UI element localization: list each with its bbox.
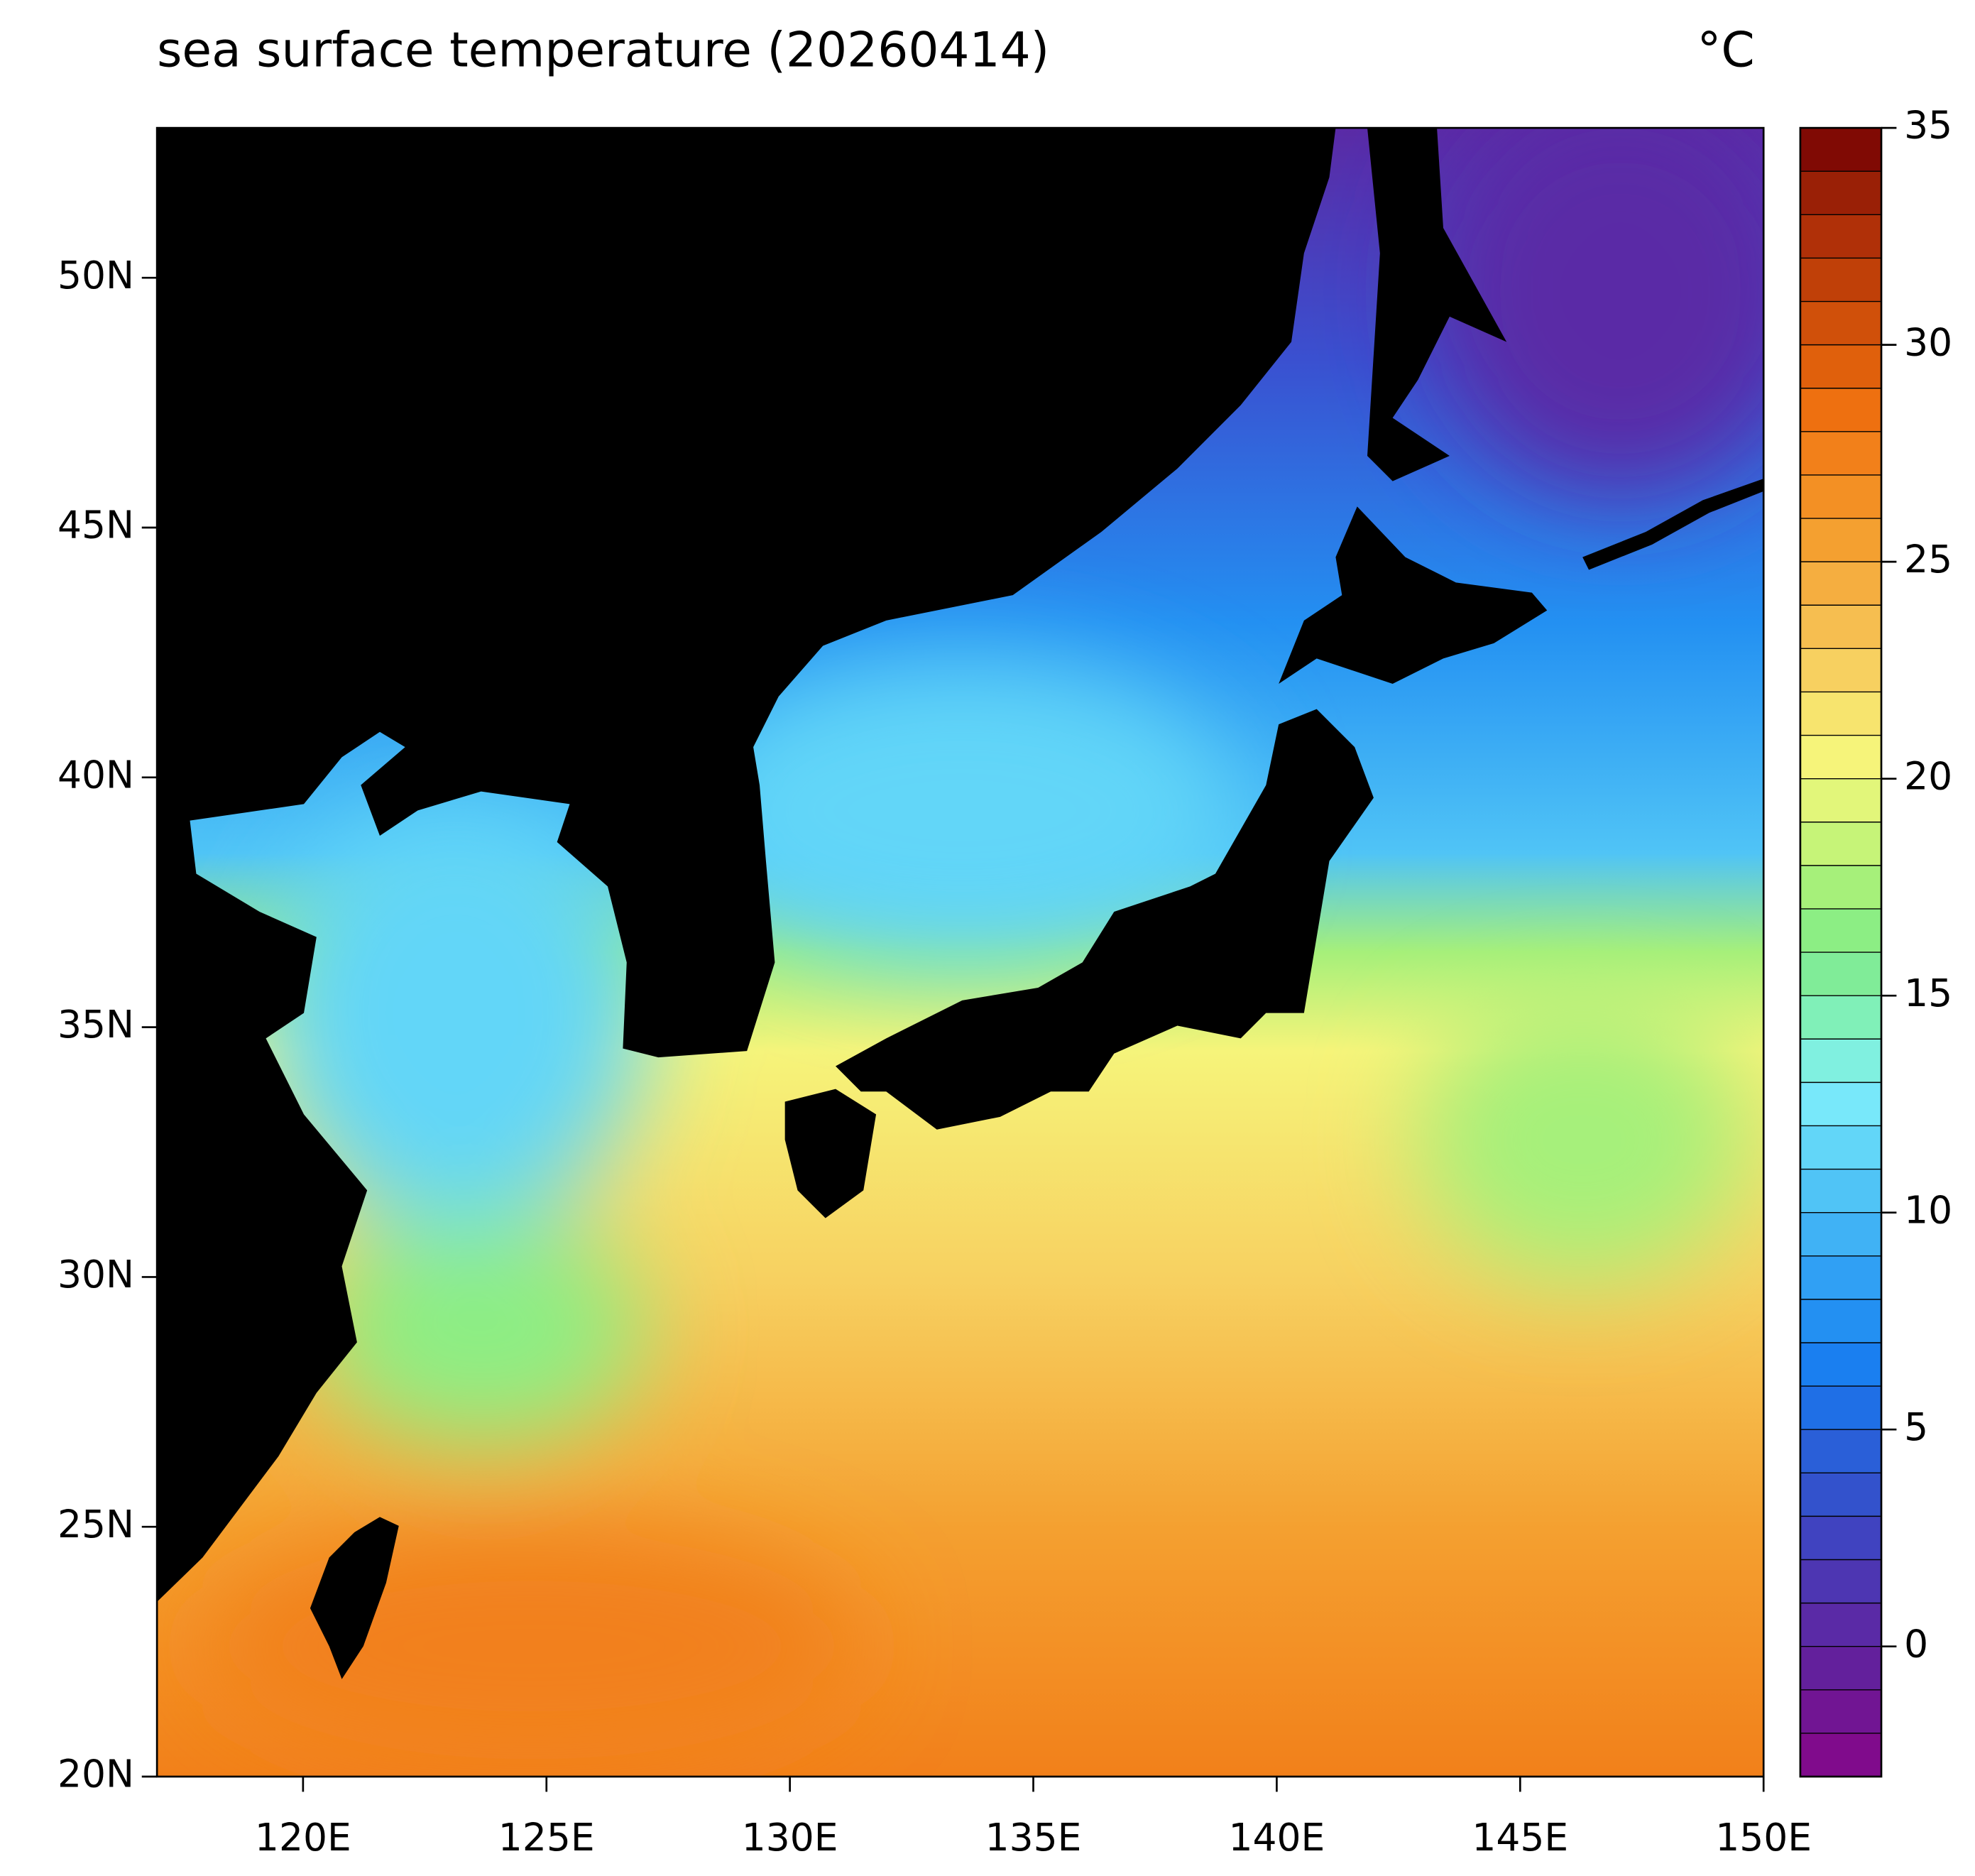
colorbar-segment xyxy=(1800,605,1882,649)
colorbar-segment xyxy=(1800,1255,1882,1299)
colorbar-segment xyxy=(1800,474,1882,519)
y-tick-label: 25N xyxy=(58,1502,134,1547)
hokkaido xyxy=(1279,506,1548,684)
colorbar-segment xyxy=(1800,1689,1882,1733)
land xyxy=(157,128,1764,1679)
y-tick-label: 50N xyxy=(58,253,134,298)
colorbar-segment xyxy=(1800,1646,1882,1690)
colorbar-tick-label: 35 xyxy=(1904,103,1952,148)
colorbar-segment xyxy=(1800,735,1882,779)
colorbar-frame xyxy=(1799,126,1883,1778)
colorbar-tick-label: 0 xyxy=(1904,1621,1928,1666)
colorbar-tick-label: 15 xyxy=(1904,971,1952,1015)
colorbar-segment xyxy=(1800,431,1882,475)
shikoku xyxy=(912,1063,1041,1117)
colorbar-tick-label: 30 xyxy=(1904,320,1952,364)
colorbar-tick-label: 25 xyxy=(1904,537,1952,582)
colorbar-segment xyxy=(1800,908,1882,953)
colorbar-segment xyxy=(1800,128,1882,172)
taiwan xyxy=(310,1517,399,1679)
x-tick-label: 125E xyxy=(498,1815,595,1860)
y-tick-label: 45N xyxy=(58,503,134,547)
y-tick-label: 30N xyxy=(58,1252,134,1297)
y-tick-label: 40N xyxy=(58,752,134,797)
kuril-islands xyxy=(1582,479,1764,570)
colorbar-segment xyxy=(1800,1603,1882,1647)
x-tick-label: 140E xyxy=(1228,1815,1325,1860)
x-tick-label: 135E xyxy=(985,1815,1082,1860)
x-tick-label: 130E xyxy=(742,1815,838,1860)
colorbar-segment xyxy=(1800,214,1882,258)
colorbar-segment xyxy=(1800,952,1882,996)
axes: 120E 125E 130E 135E 140E 145E 150E 20N 25N 30N 35N… xyxy=(58,253,1812,1860)
colorbar-segment xyxy=(1800,1212,1882,1256)
kyushu xyxy=(784,1089,877,1218)
colorbar-segment xyxy=(1800,778,1882,822)
colorbar: 0 5 10 15 20 25 30 35 xyxy=(1799,103,1952,1778)
colorbar-segment xyxy=(1800,344,1882,388)
chart-title: sea surface temperature (20260414) xyxy=(157,21,1049,77)
colorbar-segment xyxy=(1800,301,1882,345)
colorbar-segment xyxy=(1800,388,1882,432)
colorbar-segment xyxy=(1800,1386,1882,1430)
colorbar-segment xyxy=(1800,865,1882,909)
colorbar-tick-label: 20 xyxy=(1904,753,1952,798)
colorbar-segment xyxy=(1800,996,1882,1040)
y-tick-label: 20N xyxy=(58,1752,134,1796)
colorbar-segment xyxy=(1800,692,1882,736)
colorbar-tick-label: 10 xyxy=(1904,1187,1952,1232)
colorbar-segment xyxy=(1800,1429,1882,1473)
colorbar-segment xyxy=(1800,1516,1882,1560)
units-label: °C xyxy=(1697,21,1755,77)
x-tick-label: 120E xyxy=(255,1815,351,1860)
x-tick-label: 145E xyxy=(1472,1815,1568,1860)
colorbar-segment xyxy=(1800,171,1882,215)
colorbar-segment xyxy=(1800,1342,1882,1387)
y-tick-label: 35N xyxy=(58,1002,134,1047)
colorbar-segment xyxy=(1800,518,1882,562)
sst-patches xyxy=(202,128,1764,1760)
colorbar-segment xyxy=(1800,1473,1882,1517)
colorbar-segment xyxy=(1800,1299,1882,1343)
x-tick-label: 150E xyxy=(1715,1815,1812,1860)
colorbar-tick-label: 5 xyxy=(1904,1405,1928,1449)
honshu xyxy=(836,709,1374,1130)
sakhalin xyxy=(1367,128,1507,481)
mainland xyxy=(157,128,1336,1602)
colorbar-segment xyxy=(1800,258,1882,302)
colorbar-segment xyxy=(1800,1169,1882,1213)
colorbar-segment xyxy=(1800,1125,1882,1169)
colorbar-segment xyxy=(1800,648,1882,692)
plot-frame xyxy=(155,126,1765,1778)
colorbar-segment xyxy=(1800,1733,1882,1777)
colorbar-segment xyxy=(1800,1559,1882,1603)
colorbar-segment xyxy=(1800,1082,1882,1126)
colorbar-segment xyxy=(1800,562,1882,606)
colorbar-segment xyxy=(1800,822,1882,866)
colorbar-segment xyxy=(1800,1039,1882,1083)
